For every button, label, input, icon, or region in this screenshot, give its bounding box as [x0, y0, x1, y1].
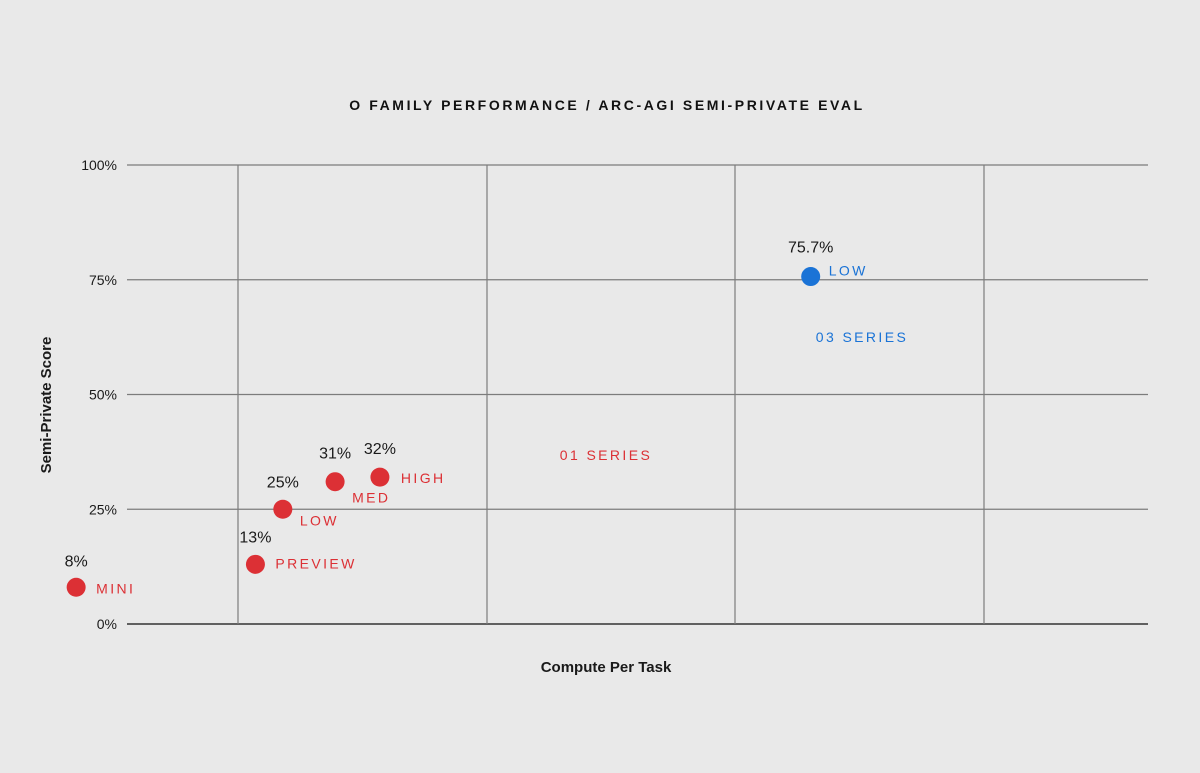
- data-point: [273, 499, 293, 519]
- series-label: 01 SERIES: [560, 447, 652, 463]
- data-point-label: HIGH: [401, 470, 446, 486]
- data-value-label: 13%: [239, 529, 271, 546]
- data-point-label: LOW: [829, 263, 868, 279]
- data-point-label: PREVIEW: [275, 555, 356, 571]
- y-tick-label: 75%: [89, 272, 117, 288]
- data-point: [801, 267, 821, 287]
- data-point: [66, 577, 86, 597]
- data-value-label: 31%: [319, 446, 351, 463]
- y-tick-label: 100%: [81, 157, 117, 173]
- y-tick-label: 50%: [89, 387, 117, 403]
- annotations: 01 SERIES 8% MINI 13%PREVIEW 25% LOW 31% MED 32%…: [65, 240, 908, 597]
- x-axis-label: Compute Per Task: [541, 659, 672, 676]
- series-label: 03 SERIES: [816, 329, 908, 345]
- chart-title: O FAMILY PERFORMANCE / ARC-AGI SEMI-PRIV…: [349, 97, 865, 113]
- data-point-label: LOW: [300, 512, 339, 528]
- data-point-label: MED: [352, 490, 390, 506]
- data-point: [245, 554, 265, 574]
- data-value-label: 8%: [65, 553, 88, 570]
- data-value-label: 25%: [267, 474, 299, 491]
- data-value-label: 75.7%: [788, 240, 833, 257]
- data-value-label: 32%: [364, 441, 396, 458]
- data-points: [66, 267, 821, 597]
- y-tick-label: 25%: [89, 501, 117, 517]
- y-axis-label: Semi-Private Score: [38, 337, 55, 474]
- data-point-label: MINI: [96, 580, 135, 596]
- y-tick-label: 0%: [97, 616, 117, 632]
- grid: 0% 25% 50% 75% 100%: [81, 157, 1148, 632]
- data-point: [325, 472, 345, 492]
- data-point: [370, 467, 390, 487]
